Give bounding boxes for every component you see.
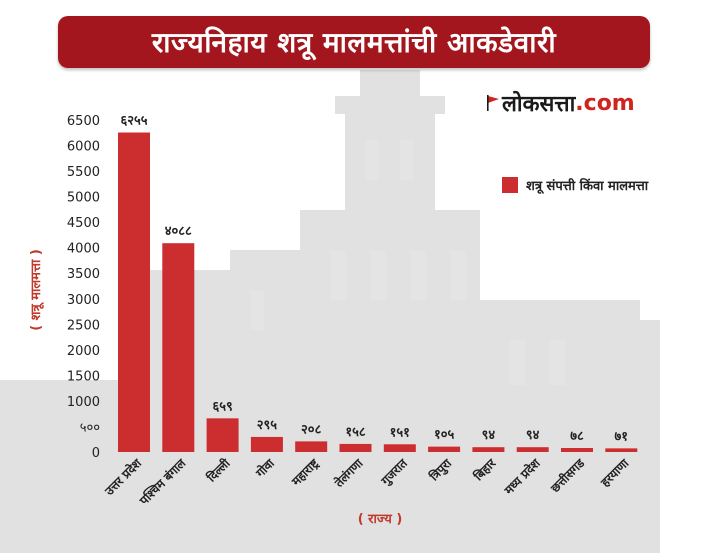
- y-tick-label: 1000: [67, 395, 100, 410]
- bar-value-label: ७८: [570, 429, 584, 444]
- bar-value-label: १५८: [345, 425, 366, 440]
- bar: [206, 418, 239, 452]
- x-tick-label: तेलंगणा: [331, 456, 366, 491]
- legend-swatch: [502, 177, 518, 193]
- bar: [250, 436, 283, 452]
- bar: [383, 444, 416, 452]
- y-tick-label: 5000: [67, 191, 100, 206]
- bar-value-label: ४०८८: [165, 224, 192, 239]
- legend-label: शत्रू संपत्ती किंवा मालमत्ता: [526, 179, 649, 194]
- y-tick-label: 3500: [67, 267, 100, 282]
- bar: [605, 448, 638, 452]
- y-tick-label: 1500: [67, 369, 100, 384]
- y-tick-label: 2000: [67, 344, 100, 359]
- y-tick-label: 3000: [67, 293, 100, 308]
- bar-value-label: २९५: [257, 418, 278, 433]
- x-tick-label: मध्य प्रदेश: [501, 456, 543, 498]
- x-tick-label: उत्तर प्रदेश: [101, 456, 144, 499]
- bar: [428, 446, 461, 452]
- bars-group: [118, 132, 638, 452]
- bar: [162, 243, 195, 452]
- x-tick-label: महाराष्ट्र: [288, 456, 322, 490]
- bar-value-label: १५१: [390, 425, 410, 440]
- x-tick-label: गोवा: [253, 456, 278, 481]
- bar: [295, 441, 328, 452]
- bar-value-label: ९४: [526, 428, 540, 443]
- bar-value-label: ७१: [615, 429, 629, 444]
- bar: [516, 447, 549, 452]
- x-tick-label: हरयाणा: [597, 456, 632, 491]
- x-tick-label: दिल्ली: [204, 456, 234, 486]
- y-tick-label: 4500: [67, 216, 100, 231]
- brand-tld: .com: [575, 90, 635, 116]
- chart-title: राज्यनिहाय शत्रू मालमत्तांची आकडेवारी: [151, 26, 557, 59]
- y-tick-label: 6000: [67, 140, 100, 155]
- bar-value-label: २०८: [301, 422, 322, 437]
- y-tick-label: 2500: [67, 318, 100, 333]
- brand-name: लोकसत्ता: [502, 92, 576, 117]
- x-tick-label: गुजरात: [378, 455, 412, 489]
- y-axis-label: ( शत्रू मालमत्ता ): [29, 249, 44, 331]
- bar: [118, 132, 150, 452]
- y-tick-label: 4000: [67, 242, 100, 257]
- bar: [339, 443, 372, 452]
- y-tick-label: 0: [92, 446, 100, 461]
- y-tick-label: ५००: [80, 420, 100, 435]
- x-axis-label: ( राज्य ): [358, 512, 403, 527]
- bar-value-label: ६२५५: [120, 114, 147, 129]
- x-axis-ticks: उत्तर प्रदेशपश्चिम बंगाल दिल्ली गोवा महाराष…: [101, 455, 632, 508]
- x-tick-label: बिहार: [471, 455, 500, 484]
- legend: शत्रू संपत्ती किंवा मालमत्ता: [502, 176, 648, 194]
- bar-value-labels: ६२५५ ४०८८ ६५९ २९५ २०८ १५८ १५१ १०५ ९४ ९४ ७८ ७१: [120, 114, 628, 445]
- title-banner: राज्यनिहाय शत्रू मालमत्तांची आकडेवारी: [58, 16, 650, 68]
- y-tick-label: 5500: [67, 165, 100, 180]
- x-tick-label: छत्तीसगड: [547, 456, 587, 496]
- bar-value-label: ६५९: [212, 399, 232, 414]
- y-axis-ticks: 0 ५०० 1000 1500 2000 2500 3000 3500 4000 4500 5000…: [67, 114, 100, 461]
- bar-value-label: १०५: [434, 428, 455, 443]
- bar-value-label: ९४: [482, 428, 496, 443]
- x-tick-label: त्रिपुरा: [426, 456, 455, 485]
- x-tick-label: पश्चिम बंगाल: [136, 456, 189, 509]
- flag-icon: [486, 94, 500, 112]
- brand-logo: लोकसत्ता .com: [486, 86, 696, 120]
- bar: [561, 448, 593, 452]
- y-tick-label: 6500: [67, 114, 100, 129]
- bar: [472, 447, 505, 452]
